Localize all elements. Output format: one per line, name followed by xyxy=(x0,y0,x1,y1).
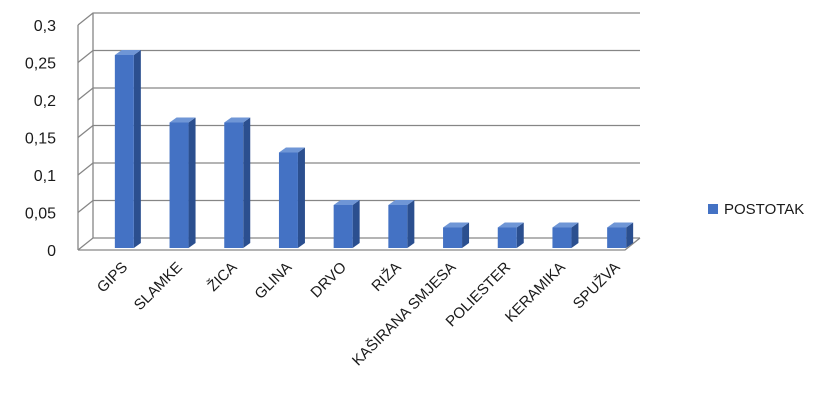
grid-line xyxy=(77,12,640,26)
bar-front xyxy=(607,227,627,248)
grid-line xyxy=(77,162,640,176)
bar-poliester xyxy=(497,222,524,248)
grid-line xyxy=(77,49,640,64)
x-tick-label: DRVO xyxy=(307,259,349,301)
y-tick-label: 0,25 xyxy=(25,56,56,73)
x-axis-floor xyxy=(78,237,641,251)
bars xyxy=(114,50,634,248)
y-tick-label: 0,15 xyxy=(25,131,56,148)
x-tick-label: GLINA xyxy=(251,259,295,303)
legend-swatch-postotak xyxy=(708,204,718,214)
bar-top xyxy=(552,222,579,228)
legend: POSTOTAK xyxy=(708,201,804,218)
bar-top xyxy=(224,117,251,123)
bar-side xyxy=(188,117,196,248)
bar-front xyxy=(333,205,353,248)
bar-side xyxy=(462,222,470,248)
bar-side xyxy=(516,222,524,248)
x-tick-label: SPUŽVA xyxy=(570,259,624,313)
y-axis-tick-labels: 0 0,05 0,1 0,15 0,2 0,25 0,3 xyxy=(25,18,56,260)
bar-front xyxy=(497,227,517,248)
bar-side xyxy=(626,222,634,248)
bar-top xyxy=(443,222,470,228)
x-tick-label: SLAMKE xyxy=(131,259,186,314)
x-tick-label: KAŠIRANA SMJESA xyxy=(349,259,459,369)
grid-line xyxy=(77,124,640,139)
bar-top xyxy=(114,50,141,55)
bar-front xyxy=(278,152,298,248)
grid-line xyxy=(77,87,640,101)
bar-keramika xyxy=(552,222,579,248)
bar-side xyxy=(571,222,579,248)
bar-slamke xyxy=(169,117,196,248)
bar-front xyxy=(169,122,189,248)
bar-top xyxy=(278,147,305,153)
legend-label-postotak: POSTOTAK xyxy=(724,201,804,218)
bar-front xyxy=(224,122,244,248)
bar-glina xyxy=(278,147,305,248)
bar-gips xyxy=(114,50,141,248)
axes xyxy=(77,13,641,251)
x-tick-label: ŽICA xyxy=(204,259,240,295)
y-tick-label: 0,05 xyxy=(25,206,56,223)
bar-side xyxy=(243,117,251,248)
bar-top xyxy=(333,200,360,205)
x-tick-label: GIPS xyxy=(94,259,131,296)
bar-side xyxy=(352,200,360,248)
bar-side xyxy=(133,50,141,248)
bar-top xyxy=(497,222,524,228)
bar-side xyxy=(297,147,305,248)
y-tick-label: 0,2 xyxy=(34,93,56,110)
bar-kaširana-smjesa xyxy=(443,222,470,248)
bar-top xyxy=(388,200,415,205)
bar-front xyxy=(552,227,572,248)
bar-top xyxy=(607,222,634,228)
bar-drvo xyxy=(333,200,360,248)
bar-spužva xyxy=(607,222,634,248)
y-tick-label: 0 xyxy=(47,243,56,260)
bar-žica xyxy=(224,117,251,248)
bar-riža xyxy=(388,200,415,248)
x-tick-label: RIŽA xyxy=(368,259,404,295)
bar-front xyxy=(443,227,463,248)
y-tick-label: 0,3 xyxy=(34,18,56,35)
bar-side xyxy=(407,200,415,248)
bar-front xyxy=(114,55,134,248)
bar-front xyxy=(388,205,408,248)
y-tick-label: 0,1 xyxy=(34,168,56,185)
bar-top xyxy=(169,117,196,123)
